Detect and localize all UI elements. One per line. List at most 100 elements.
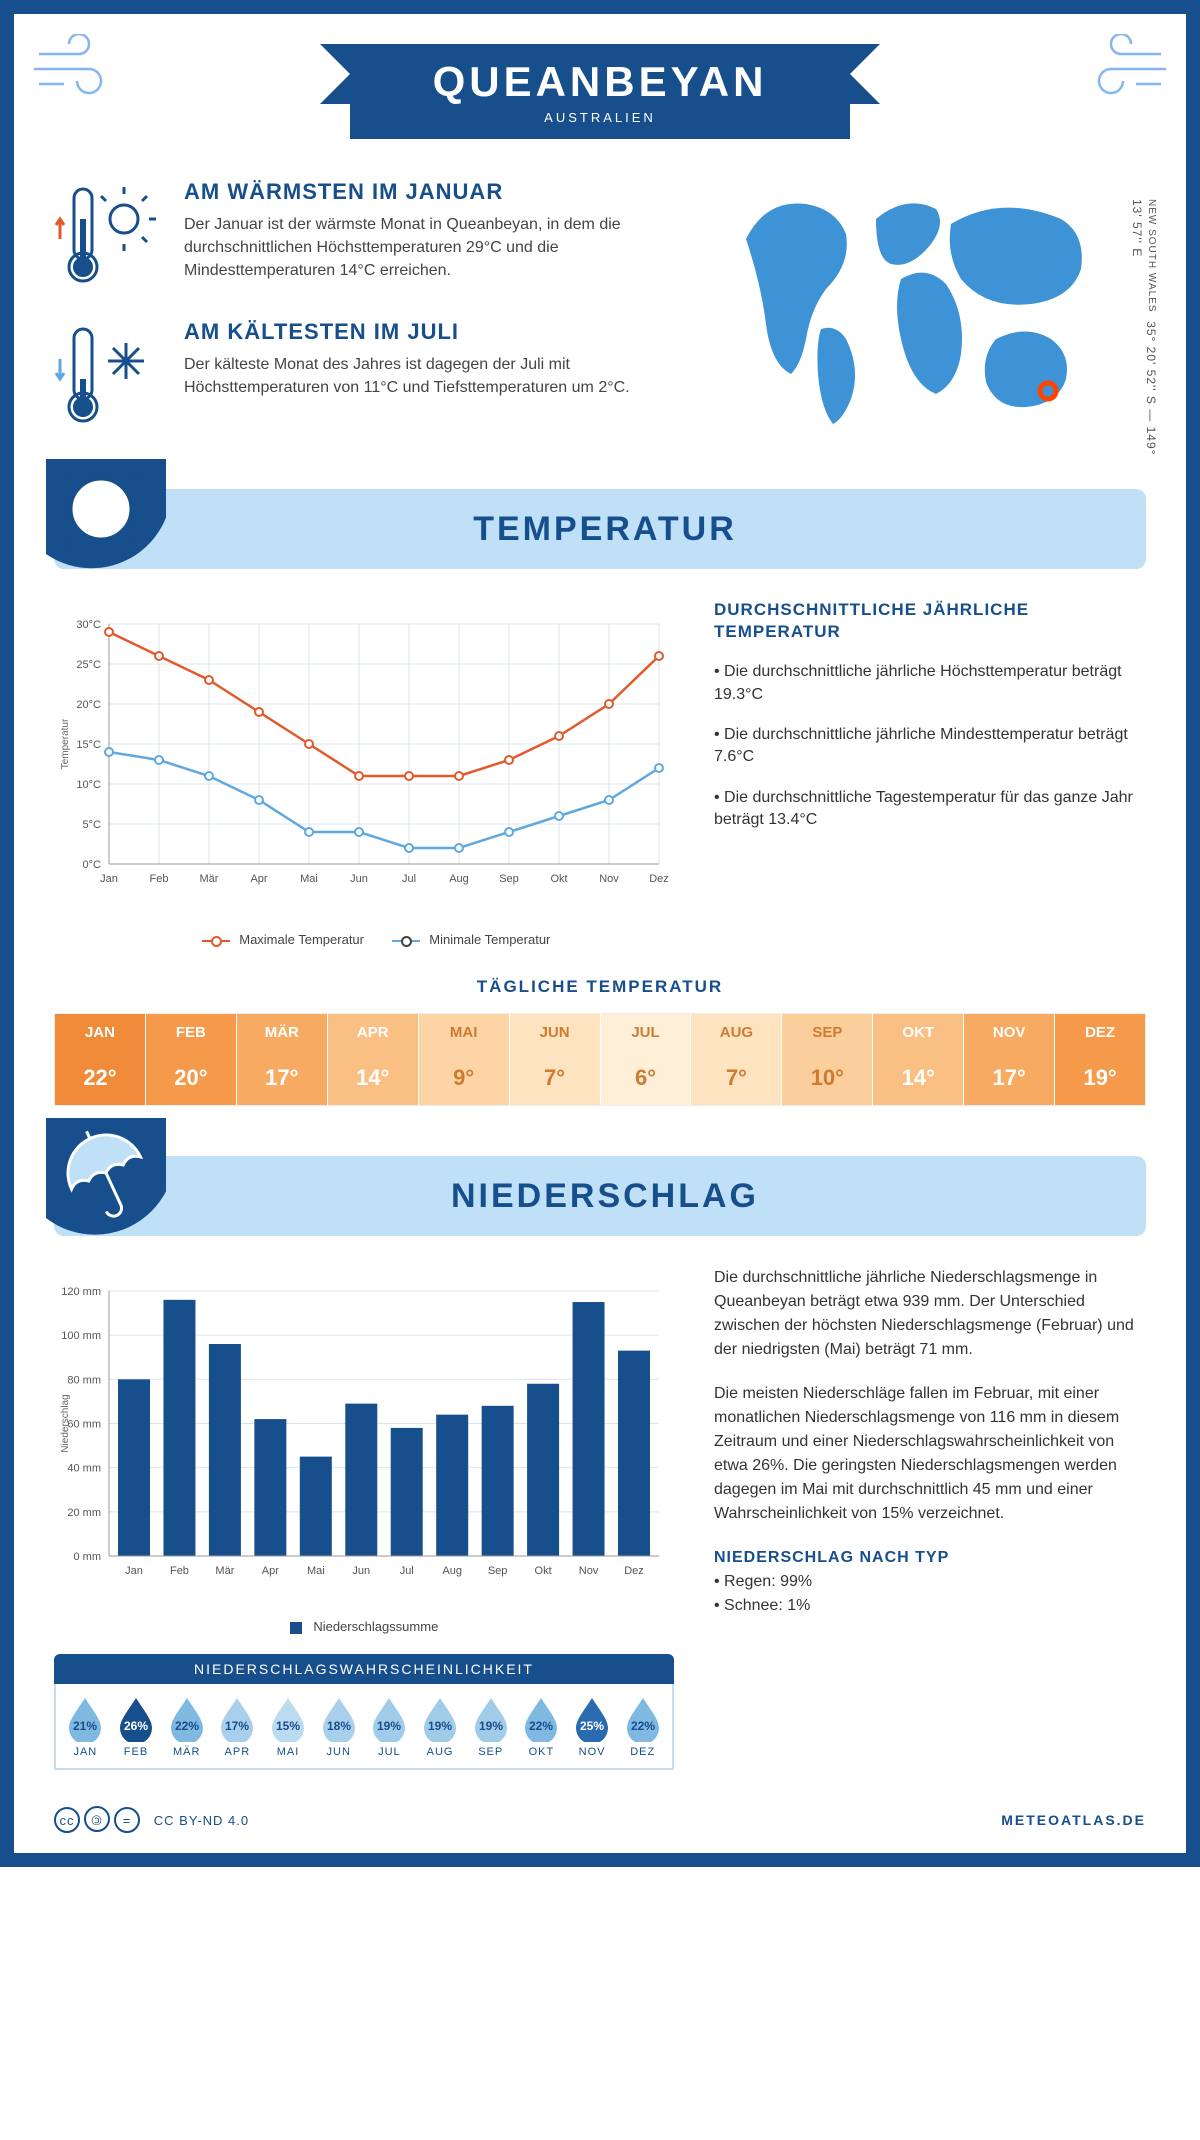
svg-text:Nov: Nov: [579, 1565, 599, 1577]
svg-text:Temperatur: Temperatur: [60, 718, 71, 769]
svg-text:Nov: Nov: [599, 873, 619, 885]
svg-text:19%: 19%: [479, 1719, 503, 1733]
svg-text:Okt: Okt: [535, 1565, 552, 1577]
svg-text:100 mm: 100 mm: [61, 1330, 101, 1342]
svg-text:25%: 25%: [580, 1719, 604, 1733]
svg-text:Apr: Apr: [262, 1565, 279, 1577]
svg-text:Jan: Jan: [125, 1565, 143, 1577]
prob-title: NIEDERSCHLAGSWAHRSCHEINLICHKEIT: [54, 1654, 674, 1684]
umbrella-icon: [46, 1118, 166, 1238]
site-name: METEOATLAS.DE: [1001, 1812, 1146, 1828]
daily-temp-cell: MÄR 17°: [237, 1014, 328, 1105]
section-title: TEMPERATUR: [184, 510, 1146, 549]
svg-text:Mär: Mär: [200, 873, 219, 885]
daily-temp-cell: JAN 22°: [55, 1014, 146, 1105]
prob-cell: 19% AUG: [415, 1696, 466, 1758]
prob-cell: 15% MAI: [263, 1696, 314, 1758]
daily-temp-title: TÄGLICHE TEMPERATUR: [54, 977, 1146, 997]
prob-cell: 22% MÄR: [161, 1696, 212, 1758]
svg-text:18%: 18%: [327, 1719, 351, 1733]
section-header-precipitation: NIEDERSCHLAG: [54, 1156, 1146, 1236]
svg-text:22%: 22%: [529, 1719, 553, 1733]
daily-temp-cell: APR 14°: [328, 1014, 419, 1105]
chart-legend: .legend-swatch:nth-of-type(1)::after{bor…: [54, 932, 674, 947]
svg-text:Aug: Aug: [449, 873, 469, 885]
daily-temp-cell: JUL 6°: [601, 1014, 692, 1105]
thermometer-snow-icon: [54, 319, 164, 429]
fact-text: Der kälteste Monat des Jahres ist dagege…: [184, 353, 696, 399]
svg-text:22%: 22%: [175, 1719, 199, 1733]
sun-icon: [46, 459, 166, 579]
svg-text:Feb: Feb: [170, 1565, 189, 1577]
svg-text:Dez: Dez: [649, 873, 669, 885]
precip-probability-panel: NIEDERSCHLAGSWAHRSCHEINLICHKEIT 21% JAN …: [54, 1654, 674, 1770]
prob-cell: 21% JAN: [60, 1696, 111, 1758]
svg-text:20 mm: 20 mm: [67, 1507, 101, 1519]
svg-text:Jun: Jun: [350, 873, 368, 885]
daily-temp-table: JAN 22° FEB 20° MÄR 17° APR 14° MAI 9° J…: [54, 1013, 1146, 1106]
prob-cell: 19% SEP: [465, 1696, 516, 1758]
svg-text:20°C: 20°C: [76, 699, 101, 711]
svg-text:Jul: Jul: [400, 1565, 414, 1577]
side-title: DURCHSCHNITTLICHE JÄHRLICHE TEMPERATUR: [714, 599, 1146, 643]
thermometer-sun-icon: [54, 179, 164, 289]
svg-text:22%: 22%: [631, 1719, 655, 1733]
prob-cell: 18% JUN: [313, 1696, 364, 1758]
world-map: NEW SOUTH WALES 35° 20' 52'' S — 149° 13…: [726, 179, 1146, 459]
svg-text:5°C: 5°C: [83, 819, 102, 831]
fact-title: AM KÄLTESTEN IM JULI: [184, 319, 696, 345]
prob-cell: 19% JUL: [364, 1696, 415, 1758]
svg-text:Mai: Mai: [307, 1565, 325, 1577]
prob-cell: 26% FEB: [111, 1696, 162, 1758]
svg-text:0°C: 0°C: [83, 859, 102, 871]
svg-text:Sep: Sep: [499, 873, 519, 885]
svg-text:Sep: Sep: [488, 1565, 508, 1577]
precip-text: Die durchschnittliche jährliche Niedersc…: [714, 1266, 1146, 1362]
svg-text:Mär: Mär: [215, 1565, 234, 1577]
prob-cell: 25% NOV: [567, 1696, 618, 1758]
coordinates: NEW SOUTH WALES 35° 20' 52'' S — 149° 13…: [1130, 199, 1158, 459]
svg-text:Dez: Dez: [624, 1565, 644, 1577]
svg-text:Jan: Jan: [100, 873, 118, 885]
prob-cell: 22% DEZ: [617, 1696, 668, 1758]
country-name: AUSTRALIEN: [410, 110, 790, 125]
daily-temp-cell: NOV 17°: [964, 1014, 1055, 1105]
daily-temp-cell: MAI 9°: [419, 1014, 510, 1105]
prob-cell: 22% OKT: [516, 1696, 567, 1758]
fact-warmest: AM WÄRMSTEN IM JANUAR Der Januar ist der…: [54, 179, 696, 289]
daily-temp-cell: FEB 20°: [146, 1014, 237, 1105]
svg-text:Niederschlag: Niederschlag: [60, 1394, 71, 1452]
daily-temp-cell: OKT 14°: [873, 1014, 964, 1105]
svg-text:120 mm: 120 mm: [61, 1286, 101, 1298]
temperature-line-chart: 0°C5°C10°C15°C20°C25°C30°CJanFebMärAprMa…: [54, 599, 674, 919]
svg-text:Aug: Aug: [442, 1565, 462, 1577]
city-name: QUEANBEYAN: [410, 58, 790, 106]
precip-text: Die meisten Niederschläge fallen im Febr…: [714, 1382, 1146, 1526]
side-item: • Die durchschnittliche Tagestemperatur …: [714, 787, 1146, 832]
daily-temp-cell: DEZ 19°: [1055, 1014, 1145, 1105]
svg-text:Okt: Okt: [550, 873, 567, 885]
svg-text:25°C: 25°C: [76, 659, 101, 671]
svg-text:60 mm: 60 mm: [67, 1419, 101, 1431]
daily-temp-cell: AUG 7°: [691, 1014, 782, 1105]
svg-text:15°C: 15°C: [76, 739, 101, 751]
prob-cell: 17% APR: [212, 1696, 263, 1758]
svg-text:19%: 19%: [377, 1719, 401, 1733]
license-badges: cc🄯= CC BY-ND 4.0: [54, 1806, 253, 1833]
svg-text:10°C: 10°C: [76, 779, 101, 791]
svg-text:Feb: Feb: [150, 873, 169, 885]
fact-title: AM WÄRMSTEN IM JANUAR: [184, 179, 696, 205]
svg-text:Mai: Mai: [300, 873, 318, 885]
svg-text:Jul: Jul: [402, 873, 416, 885]
section-title: NIEDERSCHLAG: [184, 1177, 1146, 1216]
svg-text:19%: 19%: [428, 1719, 452, 1733]
section-header-temperature: TEMPERATUR: [54, 489, 1146, 569]
title-banner: QUEANBEYAN AUSTRALIEN: [54, 44, 1146, 139]
precip-type-title: NIEDERSCHLAG NACH TYP: [714, 1546, 1146, 1570]
precipitation-bar-chart: 0 mm20 mm40 mm60 mm80 mm100 mm120 mmJanF…: [54, 1266, 674, 1606]
precip-type-item: • Schnee: 1%: [714, 1594, 1146, 1618]
fact-text: Der Januar ist der wärmste Monat in Quea…: [184, 213, 696, 283]
side-item: • Die durchschnittliche jährliche Mindes…: [714, 724, 1146, 769]
svg-text:Jun: Jun: [352, 1565, 370, 1577]
svg-text:Apr: Apr: [250, 873, 267, 885]
